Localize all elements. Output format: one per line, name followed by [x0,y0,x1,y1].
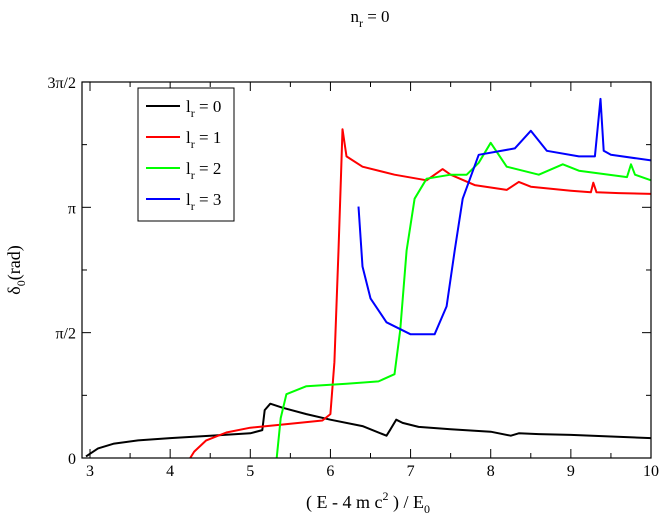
legend-label-1: lr = 1 [186,128,221,151]
legend-label-pre: l [186,97,191,116]
legend-label-pre: l [186,128,191,147]
plot-frame [81,81,652,459]
y-tick-label: π/2 [55,326,76,343]
y-axis-label: δ0(rad) [4,245,28,294]
x-label-sub: 0 [424,502,430,516]
legend-label-pre: l [186,159,191,178]
x-tick-label: 8 [487,463,495,480]
y-label-pre: δ [4,286,24,294]
x-tick-label: 4 [166,463,174,480]
legend-label-3: lr = 3 [186,190,221,213]
legend-label-sub: r [191,106,195,120]
legend-label-2: lr = 2 [186,159,221,182]
series-line-2 [275,141,652,459]
series-line-0 [85,402,652,458]
x-tick-label: 6 [326,463,334,480]
legend-label-post: = 1 [195,128,222,147]
x-label-mid: ) / E [388,492,424,513]
chart-title-main: n [350,7,359,26]
x-axis-label: ( E - 4 m c2 ) / E0 [306,489,430,516]
x-label-sup: 2 [382,489,388,503]
x-label-pre: ( E - 4 m c [306,492,382,513]
legend-label-post: = 0 [195,97,222,116]
legend-label-post: = 3 [195,190,222,209]
x-tick-label: 7 [407,463,415,480]
legend: lr = 0lr = 1lr = 2lr = 3 [137,87,235,222]
legend-label-pre: l [186,190,191,209]
legend-label-sub: r [191,199,195,213]
ticks-layer: 3 4 5 6 7 8 9 10 0 π/2 π 3π/2 [47,75,659,480]
legend-label-post: = 2 [195,159,222,178]
series-line-1 [189,128,652,459]
legend-label-sub: r [191,168,195,182]
x-tick-label: 9 [567,463,575,480]
series-line-3 [357,97,652,336]
y-label-post: (rad) [4,245,25,280]
chart-title: nr = 0 [350,7,389,30]
chart-title-sub: r [359,16,363,30]
y-tick-label: 0 [68,451,76,468]
legend-label-0: lr = 0 [186,97,221,120]
x-tick-label: 5 [246,463,254,480]
chart-title-rest: = 0 [363,7,390,26]
x-tick-label: 3 [86,463,94,480]
y-tick-label: π [68,200,76,217]
legend-label-sub: r [191,137,195,151]
series-layer [85,97,652,459]
y-tick-label: 3π/2 [47,75,76,92]
x-tick-label: 10 [643,463,659,480]
y-label-sub: 0 [14,280,28,286]
